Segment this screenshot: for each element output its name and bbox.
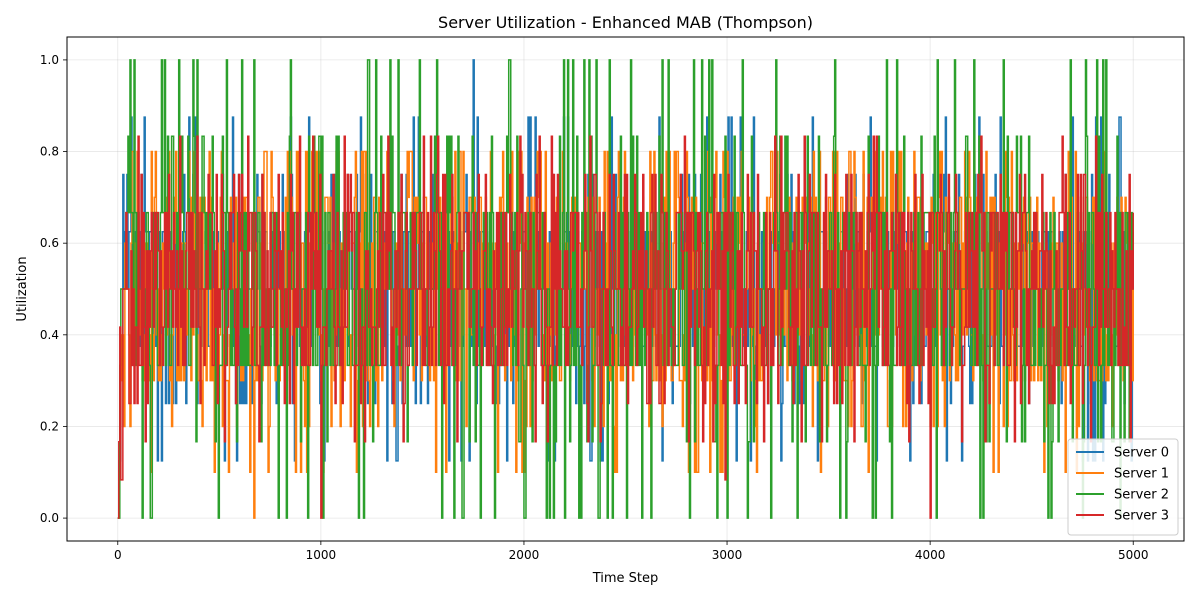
x-tick-label: 4000 — [915, 548, 946, 562]
y-tick-label: 1.0 — [40, 53, 59, 67]
x-tick-label: 0 — [114, 548, 122, 562]
y-tick-label: 0.4 — [40, 328, 59, 342]
legend-label-1: Server 1 — [1114, 467, 1169, 482]
x-tick-label: 1000 — [306, 548, 337, 562]
x-axis-label: Time Step — [592, 571, 659, 586]
x-tick-label: 2000 — [509, 548, 540, 562]
legend: Server 0 Server 1 Server 2 Server 3 — [1067, 438, 1179, 536]
legend-box — [1067, 438, 1179, 536]
y-axis-ticks: 0.0 0.2 0.4 0.6 0.8 1.0 — [40, 53, 67, 525]
series-line-2 — [117, 59, 1134, 519]
x-tick-label: 3000 — [712, 548, 743, 562]
y-tick-label: 0.2 — [40, 419, 59, 433]
y-tick-label: 0.0 — [40, 511, 59, 525]
legend-label-3: Server 3 — [1114, 509, 1169, 524]
legend-label-0: Server 0 — [1114, 446, 1169, 461]
x-tick-label: 5000 — [1118, 548, 1149, 562]
legend-label-2: Server 2 — [1114, 488, 1169, 503]
y-tick-label: 0.6 — [40, 236, 59, 250]
series-line-3 — [117, 135, 1134, 519]
series-layer — [117, 59, 1134, 519]
chart-title: Server Utilization - Enhanced MAB (Thomp… — [438, 13, 813, 32]
x-axis-ticks: 0 1000 2000 3000 4000 5000 — [114, 541, 1149, 562]
plot-frame — [66, 36, 1185, 542]
y-axis-label: Utilization — [15, 256, 30, 321]
y-tick-label: 0.8 — [40, 145, 59, 159]
